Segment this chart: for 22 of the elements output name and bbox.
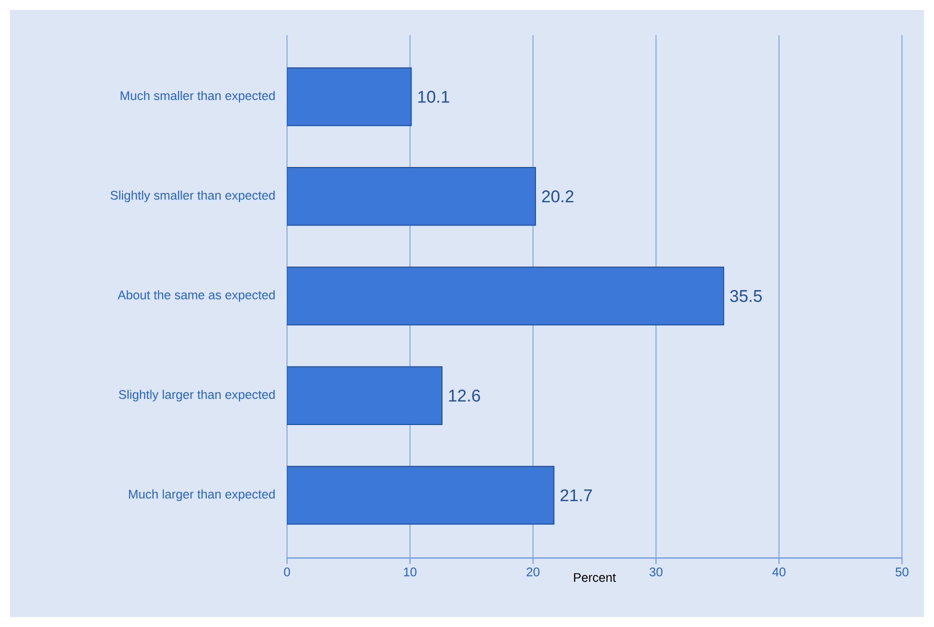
- data-label: 12.6: [449, 390, 480, 402]
- bar: [287, 166, 536, 226]
- x-tick-label: 50: [896, 568, 908, 576]
- x-tick-label: 20: [526, 568, 540, 576]
- y-tick-label: Slightly smaller than expected: [110, 190, 275, 202]
- x-tick-label: 0: [284, 568, 290, 576]
- bar: [287, 266, 724, 326]
- data-label: 21.7: [560, 489, 592, 502]
- x-tick-label: 40: [772, 568, 786, 576]
- x-tick-label: 30: [650, 568, 662, 576]
- bar: [287, 67, 412, 126]
- y-tick-label: Much smaller than expected: [120, 90, 275, 103]
- data-label: 10.1: [418, 90, 450, 103]
- x-tick-label: 10: [404, 568, 416, 576]
- bar: [287, 466, 554, 525]
- y-tick-label: Much larger than expected: [129, 489, 275, 502]
- data-label: 20.2: [542, 190, 574, 202]
- data-label: 35.5: [730, 290, 762, 302]
- y-tick-label: Slightly larger than expected: [118, 390, 275, 402]
- bar: [287, 366, 442, 426]
- y-tick-label: About the same as expected: [118, 290, 275, 302]
- x-axis-title: Percent: [574, 573, 616, 582]
